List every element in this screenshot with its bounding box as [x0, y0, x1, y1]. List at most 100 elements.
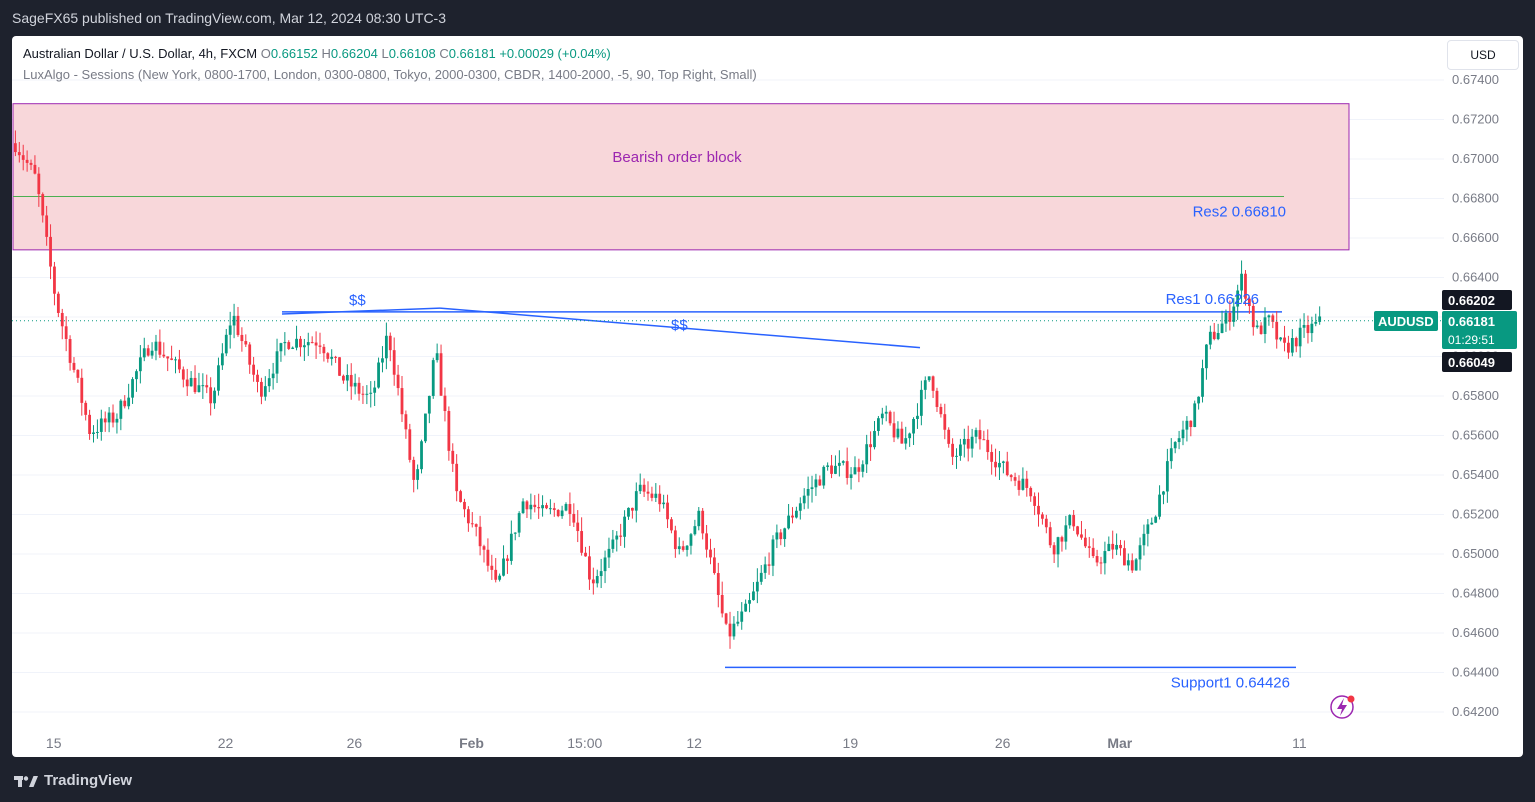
candle-body [135, 371, 138, 380]
candle-body [299, 338, 302, 348]
candle-body [178, 359, 181, 370]
candle-body [1119, 544, 1122, 549]
candle-body [1263, 317, 1267, 335]
candle-body [798, 503, 802, 511]
symbol-badge-bg [1374, 311, 1438, 331]
candle-body [252, 364, 256, 375]
candle-body [591, 579, 595, 584]
candle-body [771, 539, 775, 566]
candle-body [541, 505, 544, 509]
candle-body [1165, 461, 1169, 492]
candle-body [1212, 331, 1216, 340]
candle-body [646, 491, 650, 494]
symbol-title[interactable]: Australian Dollar / U.S. Dollar, 4h, FXC… [23, 46, 258, 61]
candle-body [1236, 290, 1240, 307]
candle-body [377, 362, 380, 388]
candle-body [1099, 562, 1103, 564]
candle-body [435, 353, 439, 361]
candle-body [45, 215, 49, 237]
candle-body [1009, 475, 1013, 478]
candle-body [181, 369, 185, 380]
candle-body [396, 374, 400, 389]
candle-body [994, 461, 997, 468]
candle-body [56, 293, 60, 313]
candle-body [1064, 525, 1068, 542]
candle-body [158, 341, 162, 355]
candle-body [896, 428, 900, 438]
res2-label: Res2 0.66810 [1193, 204, 1286, 221]
candle-body [1193, 403, 1197, 428]
candle-body [1185, 420, 1189, 430]
candle-body [146, 348, 150, 356]
candle-body [330, 356, 334, 359]
liquidity-trendline-1 [281, 307, 441, 315]
candle-body [1294, 337, 1298, 347]
candle-body [732, 623, 736, 637]
candle-body [951, 443, 954, 457]
candle-body [712, 557, 716, 574]
candle-body [1052, 545, 1056, 555]
candle-body [72, 362, 76, 370]
candle-body [466, 509, 470, 524]
res1-label: Res1 0.66226 [1166, 291, 1259, 308]
candle-body [595, 576, 599, 584]
candle-body [373, 387, 377, 393]
candle-body [1033, 496, 1037, 506]
candle-body [1111, 543, 1115, 550]
currency-button[interactable]: USD [1447, 40, 1519, 70]
candle-body [1130, 560, 1134, 571]
candle-body [494, 569, 498, 580]
candle-body [443, 395, 447, 412]
candle-body [306, 342, 310, 346]
candle-body [795, 510, 798, 518]
candle-body [1037, 505, 1040, 515]
candle-body [861, 464, 865, 472]
candle-body [599, 571, 603, 577]
candle-body [787, 515, 790, 529]
candle-body [545, 505, 548, 509]
candle-body [271, 373, 275, 379]
candle-body [275, 351, 279, 374]
candle-body [283, 342, 287, 344]
candle-body [1107, 543, 1111, 552]
high-price-badge: 0.66202 [1448, 293, 1495, 308]
candle-body [588, 556, 591, 580]
candle-body [630, 507, 634, 511]
open-label: O [260, 46, 271, 61]
candle-body [420, 441, 423, 470]
candle-body [1029, 487, 1033, 497]
candle-body [654, 493, 658, 498]
close-label: C [439, 46, 449, 61]
price-chart[interactable]: Bearish order block Res2 0.66810 Res1 0.66… [12, 36, 1523, 757]
candle-body [326, 353, 330, 359]
candle-body [334, 356, 338, 358]
candle-body [236, 315, 240, 335]
symbol-legend[interactable]: Australian Dollar / U.S. Dollar, 4h, FXC… [23, 46, 611, 61]
candle-body [548, 508, 552, 510]
candle-body [744, 603, 748, 612]
open-value: 0.66152 [270, 46, 318, 61]
candle-body [197, 385, 201, 393]
candle-body [1091, 547, 1095, 557]
candle-body [841, 461, 845, 463]
candle-body [1189, 420, 1193, 428]
candle-body [127, 397, 131, 407]
candle-body [1208, 331, 1212, 345]
candle-body [1041, 514, 1044, 519]
candle-body [217, 365, 220, 391]
candle-body [96, 431, 99, 433]
candle-body [673, 530, 677, 550]
candle-body [302, 345, 306, 348]
candle-body [279, 343, 283, 352]
candle-body [1271, 315, 1275, 322]
candle-body [381, 358, 384, 363]
candle-body [88, 414, 91, 434]
candle-body [1255, 325, 1259, 328]
tradingview-logo[interactable]: TradingView [14, 772, 132, 789]
candle-body [709, 549, 712, 558]
candle-body [943, 414, 947, 430]
candle-body [806, 488, 810, 496]
candle-body [1228, 312, 1232, 322]
chart-pane[interactable]: Bearish order block Res2 0.66810 Res1 0.66… [12, 36, 1523, 757]
indicator-legend[interactable]: LuxAlgo - Sessions (New York, 0800-1700,… [23, 67, 757, 82]
